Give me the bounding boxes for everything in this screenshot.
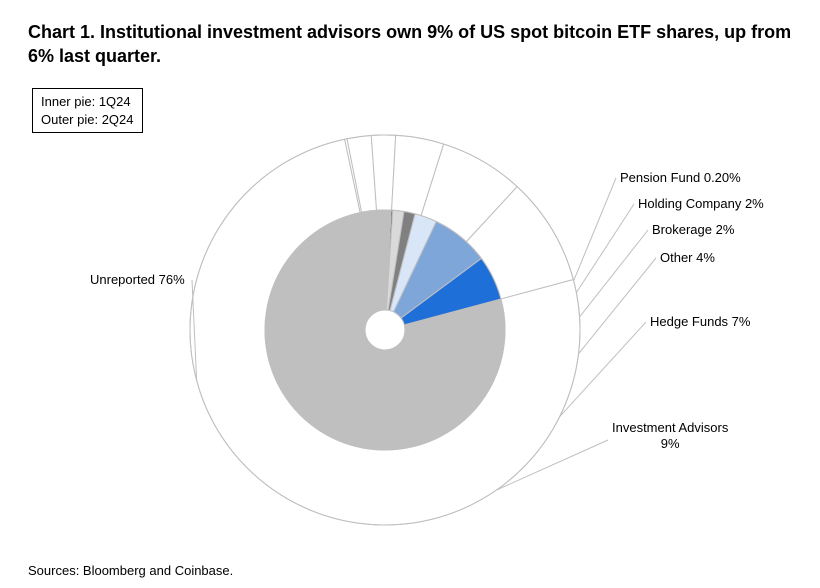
slice-label-other: Other 4%: [660, 250, 715, 266]
chart-source: Sources: Bloomberg and Coinbase.: [28, 563, 233, 578]
pie-slice-investment-advisors: [401, 258, 501, 324]
pie-slice-unreported: [190, 139, 580, 525]
leader-line-hedge-funds: [560, 322, 646, 417]
pie-slice-brokerage: [388, 212, 415, 311]
pie-slice-other: [390, 214, 436, 312]
leader-line-other: [579, 258, 656, 354]
pie-slice-hedge-funds: [394, 222, 482, 319]
pie-slice-brokerage: [371, 135, 395, 210]
chart-container: Chart 1. Institutional investment adviso…: [0, 0, 820, 588]
legend-line-1: Inner pie: 1Q24: [41, 93, 134, 111]
pie-slice-hedge-funds: [421, 144, 517, 242]
leader-line-brokerage: [580, 230, 648, 317]
slice-label-pension-fund: Pension Fund 0.20%: [620, 170, 741, 186]
pie-slice-holding-company: [347, 135, 377, 212]
pie-slice-pension-fund: [386, 210, 393, 310]
leader-line-investment-advisors: [496, 440, 608, 490]
legend-box: Inner pie: 1Q24 Outer pie: 2Q24: [32, 88, 143, 133]
pie-slice-pension-fund: [345, 139, 362, 213]
slice-label-brokerage: Brokerage 2%: [652, 222, 734, 238]
slice-label-investment-advisors: Investment Advisors9%: [612, 420, 728, 453]
outer-ring-border: [190, 135, 580, 525]
pie-slice-unreported: [265, 210, 505, 450]
pie-slice-holding-company: [386, 210, 404, 310]
slice-label-hedge-funds: Hedge Funds 7%: [650, 314, 750, 330]
slice-label-holding-company: Holding Company 2%: [638, 196, 764, 212]
pie-center-hole: [365, 310, 405, 350]
pie-slice-other: [392, 135, 444, 215]
chart-title: Chart 1. Institutional investment adviso…: [28, 20, 792, 69]
legend-line-2: Outer pie: 2Q24: [41, 111, 134, 129]
leader-line-pension-fund: [574, 178, 616, 281]
slice-label-unreported: Unreported 76%: [90, 272, 185, 288]
leader-line-holding-company: [576, 204, 634, 293]
leader-line-unreported: [192, 280, 197, 380]
pie-slice-investment-advisors: [466, 187, 573, 299]
